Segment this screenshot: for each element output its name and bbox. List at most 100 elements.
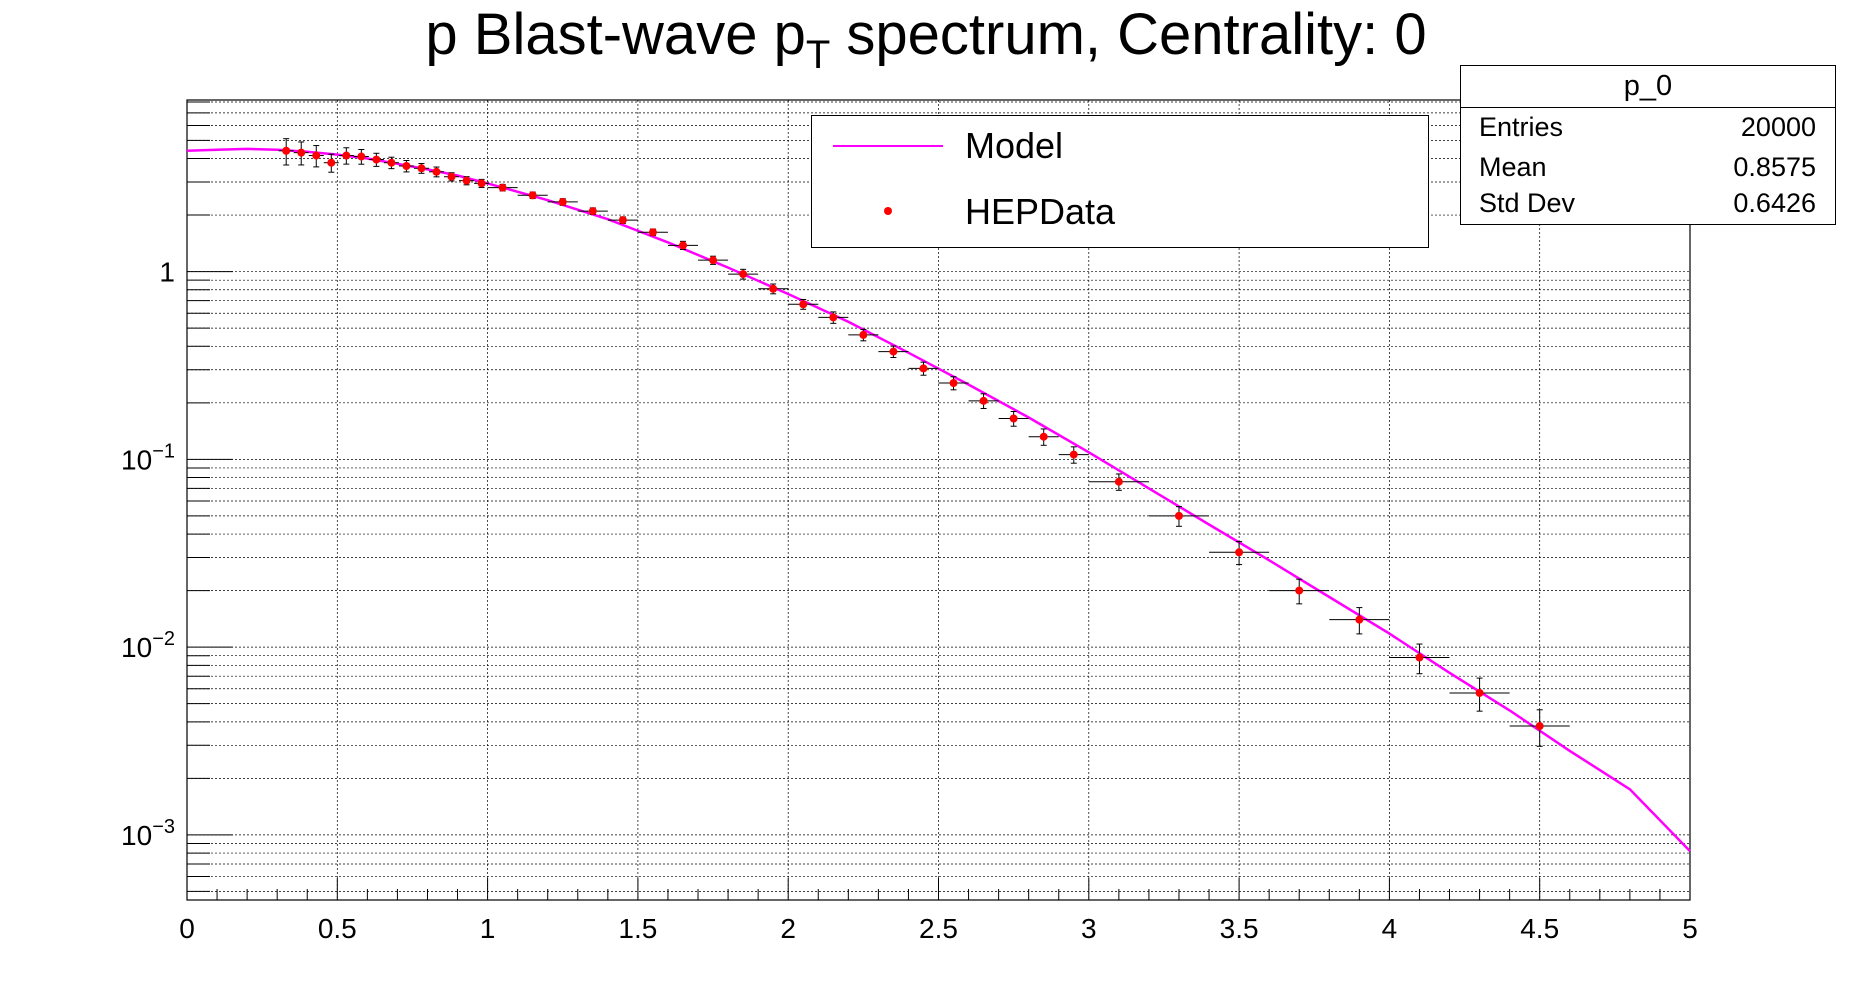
data-marker xyxy=(447,172,456,181)
data-point xyxy=(1449,677,1510,712)
data-point xyxy=(848,328,879,342)
data-marker xyxy=(312,151,321,160)
stats-label: Std Dev xyxy=(1479,188,1576,218)
stats-value: 0.6426 xyxy=(1733,188,1816,218)
data-marker xyxy=(372,155,381,164)
model-curve xyxy=(186,147,1691,852)
legend-item-model: Model xyxy=(812,116,1428,176)
data-marker xyxy=(1415,653,1424,662)
data-point xyxy=(383,156,399,170)
data-point xyxy=(788,298,819,310)
data-point xyxy=(728,268,759,280)
data-marker xyxy=(919,364,928,373)
data-point xyxy=(338,147,354,165)
data-point xyxy=(487,183,518,192)
data-point xyxy=(368,152,384,167)
x-tick-label: 0 xyxy=(179,913,195,944)
data-marker xyxy=(417,164,426,173)
data-point xyxy=(758,283,789,295)
x-tick-label: 0.5 xyxy=(318,913,357,944)
data-marker xyxy=(1039,432,1048,441)
data-point xyxy=(998,410,1029,427)
data-marker xyxy=(799,300,808,309)
data-point xyxy=(667,240,699,251)
data-point xyxy=(398,159,414,173)
data-point xyxy=(968,393,999,410)
x-tick-label: 2 xyxy=(780,913,796,944)
data-point xyxy=(278,138,294,166)
stats-value: 0.8575 xyxy=(1733,152,1816,182)
data-point xyxy=(908,361,939,376)
data-point xyxy=(308,145,324,168)
data-marker xyxy=(498,183,507,192)
legend-model-line-marker xyxy=(833,145,943,147)
data-point xyxy=(517,191,548,200)
data-marker xyxy=(432,167,441,176)
data-point xyxy=(577,207,608,216)
data-marker xyxy=(558,197,567,206)
data-point xyxy=(413,163,429,174)
data-marker xyxy=(477,179,486,188)
data-marker xyxy=(387,158,396,167)
axes: 0 0.5 1 1.5 2 2.5 3 3.5 4 4.5 5 1 10−1 10−2 10−3 xyxy=(121,99,1698,944)
data-point xyxy=(1058,446,1089,464)
legend-item-data: HEPData xyxy=(812,182,1428,242)
data-point xyxy=(353,148,369,165)
stats-label: Entries xyxy=(1479,112,1564,142)
data-marker xyxy=(739,270,748,279)
data-point xyxy=(1509,709,1570,747)
data-point xyxy=(1269,578,1330,605)
data-marker xyxy=(282,146,291,155)
data-marker xyxy=(1235,548,1244,557)
y-tick-label: 10−3 xyxy=(121,816,175,851)
data-point xyxy=(1148,506,1210,527)
data-points-layer xyxy=(278,138,1570,747)
data-marker xyxy=(979,396,988,405)
data-marker xyxy=(1009,414,1018,423)
x-tick-label: 1 xyxy=(480,913,496,944)
data-marker xyxy=(1355,615,1364,624)
data-marker xyxy=(648,228,657,237)
data-marker xyxy=(949,379,958,388)
legend-model-label: Model xyxy=(965,125,1064,166)
data-point xyxy=(1088,473,1149,491)
data-marker xyxy=(829,313,838,322)
data-marker xyxy=(342,151,351,160)
data-point xyxy=(444,172,460,182)
legend-box: Model HEPData xyxy=(811,115,1429,248)
stats-row-entries: Entries 20000 xyxy=(1461,107,1835,147)
data-point xyxy=(1389,643,1450,675)
data-marker xyxy=(1069,450,1078,459)
data-marker xyxy=(327,158,336,167)
stats-row-mean: Mean 0.8575 xyxy=(1461,147,1835,187)
data-point xyxy=(323,153,339,173)
data-point xyxy=(1329,607,1390,635)
stats-label: Mean xyxy=(1479,152,1547,182)
x-tick-label: 2.5 xyxy=(919,913,958,944)
stats-value: 20000 xyxy=(1740,112,1816,142)
data-point xyxy=(637,228,668,237)
x-tick-label: 5 xyxy=(1682,913,1698,944)
data-marker xyxy=(1174,511,1183,520)
x-tick-label: 4.5 xyxy=(1520,913,1559,944)
chart-title: p Blast-wave pT spectrum, Centrality: 0 xyxy=(425,2,1427,77)
x-tick-label: 4 xyxy=(1382,913,1398,944)
data-point xyxy=(459,176,475,186)
data-point xyxy=(878,345,909,358)
data-point xyxy=(818,311,849,324)
legend-data-dot-marker xyxy=(884,207,892,215)
data-point xyxy=(938,376,969,391)
x-tick-label: 3.5 xyxy=(1220,913,1259,944)
data-marker xyxy=(297,148,306,157)
data-marker xyxy=(357,152,366,161)
data-point xyxy=(428,166,445,178)
stats-title: p_0 xyxy=(1461,66,1835,108)
y-tick-label: 1 xyxy=(159,257,175,288)
x-tick-label: 1.5 xyxy=(618,913,657,944)
data-marker xyxy=(588,207,597,216)
data-point xyxy=(698,255,729,265)
data-marker xyxy=(678,241,687,250)
data-point xyxy=(547,197,578,206)
data-point xyxy=(293,141,309,166)
